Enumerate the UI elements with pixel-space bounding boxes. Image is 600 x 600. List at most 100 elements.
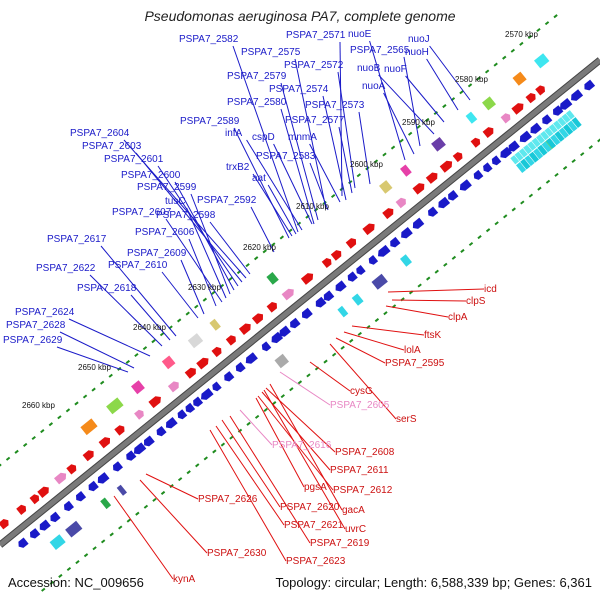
gene-label: icd <box>484 284 497 295</box>
kbp-label: 2660 kbp <box>22 401 55 410</box>
cog-block <box>536 134 545 144</box>
reverse-gene <box>98 437 110 449</box>
tick-mark <box>220 442 226 447</box>
gene-label: PSPA7_2574 <box>269 84 329 95</box>
tick-mark <box>433 110 438 116</box>
tick-mark <box>262 249 267 254</box>
cog-block <box>534 53 550 69</box>
reverse-gene <box>330 250 342 261</box>
gene-label: PSPA7_2604 <box>70 128 130 139</box>
cog-block <box>567 120 578 132</box>
reverse-gene <box>114 425 125 436</box>
leader-line <box>68 318 151 357</box>
tick-mark <box>48 422 54 427</box>
tick-mark <box>597 138 600 143</box>
tick-mark <box>493 62 498 67</box>
map-title: Pseudomonas aeruginosa PA7, complete gen… <box>144 8 456 24</box>
tick-mark <box>92 546 97 551</box>
leader-line <box>233 127 290 239</box>
gene-label: gacA <box>342 505 365 516</box>
tick-mark <box>520 200 525 205</box>
leader-line <box>280 108 315 225</box>
gene-label: PSPA7_2617 <box>47 234 107 245</box>
cog-block <box>49 534 66 550</box>
forward-gene <box>39 519 51 531</box>
tick-mark <box>331 352 337 357</box>
kbp-label: 2580 kbp <box>455 75 488 84</box>
cog-block <box>187 333 204 349</box>
kbp-label: 2590 kbp <box>402 118 435 127</box>
gene-label: PSPA7_2582 <box>179 34 239 45</box>
tick-mark <box>383 311 388 316</box>
cog-block <box>524 155 535 167</box>
cog-block <box>548 124 558 134</box>
cog-block <box>512 71 527 86</box>
cog-block <box>561 113 571 123</box>
leader-line <box>157 165 239 287</box>
reverse-gene <box>300 273 314 285</box>
leader-line <box>113 495 174 580</box>
gene-label: PSPA7_2571 <box>286 30 346 41</box>
cog-block <box>557 117 567 127</box>
tick-mark <box>476 76 481 81</box>
tick-mark <box>75 560 80 565</box>
gene-label: uvrC <box>345 524 366 535</box>
cog-block <box>563 124 574 135</box>
tick-mark <box>426 276 431 281</box>
tick-mark <box>296 221 302 226</box>
forward-gene <box>491 155 502 166</box>
gene-label: nuoB <box>357 63 381 74</box>
cog-block <box>106 397 124 415</box>
gene-label: infA <box>225 128 243 139</box>
forward-gene <box>113 461 123 472</box>
reverse-gene <box>251 313 263 325</box>
tick-mark <box>271 242 276 247</box>
leader-line <box>135 152 243 283</box>
reverse-gene <box>482 127 494 138</box>
tick-mark <box>425 117 430 122</box>
cog-block <box>209 318 221 331</box>
accession-text: Accession: NC_009656 <box>8 575 144 590</box>
cog-block <box>554 131 565 142</box>
cog-block <box>465 111 478 124</box>
gene-label: PSPA7_2610 <box>108 260 168 271</box>
cog-block <box>482 96 496 111</box>
tick-mark <box>580 152 585 157</box>
gene-label: PSPA7_2607 <box>112 207 172 218</box>
leader-line <box>338 126 353 194</box>
gene-label: lolA <box>404 345 421 356</box>
forward-gene <box>428 206 439 217</box>
leader-line <box>265 387 336 453</box>
tick-mark <box>135 511 140 516</box>
cog-block <box>116 484 127 496</box>
reverse-gene <box>184 367 196 379</box>
forward-gene <box>144 435 155 447</box>
forward-gene <box>483 162 493 173</box>
gene-label: PSPA7_2589 <box>180 116 240 127</box>
gene-label: cysG <box>350 386 373 397</box>
tick-mark <box>494 221 499 226</box>
forward-gene <box>156 426 167 437</box>
reverse-gene <box>225 335 236 346</box>
cog-block <box>337 305 349 318</box>
gene-label: PSPA7_2565 <box>350 45 410 56</box>
tick-mark <box>374 318 380 323</box>
tick-mark <box>263 407 268 412</box>
gene-label: ftsK <box>424 330 442 341</box>
cog-block <box>100 497 112 510</box>
cog-block <box>431 137 446 152</box>
leader-line <box>267 184 297 235</box>
kbp-label: 2600 kbp <box>350 160 383 169</box>
reverse-gene <box>439 160 453 173</box>
leader-line <box>335 337 386 364</box>
kbp-label: 2640 kbp <box>133 323 166 332</box>
tick-mark <box>100 539 106 544</box>
tick-mark <box>484 69 490 74</box>
forward-gene <box>438 196 451 209</box>
tick-mark <box>289 387 294 392</box>
forward-gene <box>459 179 472 191</box>
tick-mark <box>212 449 217 454</box>
kbp-label: 2570 kbp <box>505 30 538 39</box>
leader-line <box>190 193 231 295</box>
gene-label: tusC <box>165 196 186 207</box>
